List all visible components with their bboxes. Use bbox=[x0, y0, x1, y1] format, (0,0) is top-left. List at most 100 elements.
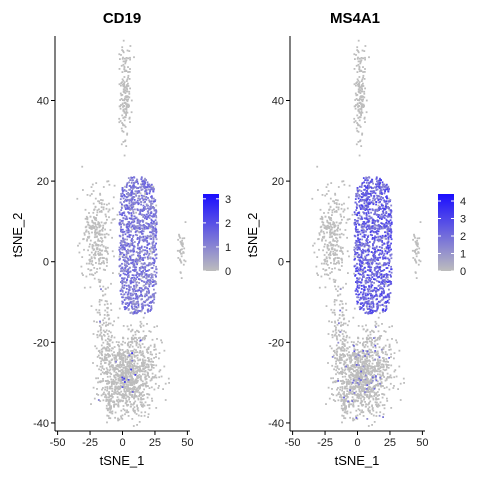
cell-point bbox=[119, 358, 122, 360]
cell-point bbox=[143, 388, 145, 391]
cell-point bbox=[142, 182, 144, 185]
cell-point bbox=[316, 272, 318, 275]
cell-point bbox=[119, 219, 121, 221]
cell-point bbox=[339, 347, 342, 350]
cell-point bbox=[115, 364, 118, 367]
panel-1-y-axis-label: tSNE_2 bbox=[10, 213, 25, 258]
cell-point bbox=[146, 393, 148, 395]
cell-point bbox=[136, 261, 139, 264]
cell-point bbox=[144, 287, 146, 290]
cell-point bbox=[358, 395, 361, 398]
cell-point bbox=[120, 365, 123, 368]
cell-point bbox=[414, 236, 416, 239]
cell-point bbox=[366, 365, 369, 368]
cell-point bbox=[145, 381, 148, 383]
cell-point bbox=[373, 202, 375, 205]
cell-point bbox=[144, 180, 146, 183]
cell-point bbox=[142, 223, 145, 226]
cell-point bbox=[357, 373, 360, 375]
cell-point bbox=[352, 404, 354, 407]
cell-point bbox=[364, 121, 366, 123]
cell-point bbox=[105, 367, 108, 370]
cell-point bbox=[390, 407, 393, 409]
cell-point bbox=[367, 269, 369, 271]
cell-point bbox=[343, 362, 346, 364]
cell-point bbox=[335, 362, 337, 365]
cell-point bbox=[116, 396, 119, 399]
cell-point bbox=[101, 229, 104, 232]
cell-point bbox=[149, 360, 152, 363]
cell-point bbox=[121, 46, 124, 49]
cell-point bbox=[356, 248, 359, 251]
cell-point bbox=[324, 269, 327, 272]
cell-point bbox=[136, 247, 139, 250]
cell-point bbox=[368, 351, 371, 354]
cell-point bbox=[147, 372, 149, 375]
cell-point bbox=[102, 393, 104, 396]
cell-point bbox=[342, 401, 345, 403]
cell-point bbox=[150, 306, 153, 309]
cell-point bbox=[128, 217, 131, 220]
cell-point bbox=[367, 409, 370, 412]
cell-point bbox=[137, 244, 139, 246]
cell-point bbox=[374, 378, 377, 381]
cell-point bbox=[126, 182, 129, 184]
cell-point bbox=[369, 333, 372, 336]
cell-point bbox=[376, 364, 379, 367]
cell-point bbox=[136, 237, 139, 239]
cell-point bbox=[138, 246, 141, 249]
cell-point bbox=[123, 390, 126, 393]
cell-point bbox=[152, 284, 155, 287]
cell-point bbox=[140, 290, 142, 293]
cell-point bbox=[130, 213, 133, 216]
cell-point bbox=[146, 241, 149, 244]
cell-point bbox=[130, 360, 133, 363]
cell-point bbox=[124, 281, 126, 283]
cell-point bbox=[351, 353, 354, 355]
cell-point bbox=[150, 275, 153, 277]
cell-point bbox=[115, 355, 117, 358]
cell-point bbox=[380, 375, 382, 378]
cell-point bbox=[145, 366, 148, 369]
cell-point bbox=[89, 243, 91, 246]
cell-point bbox=[98, 222, 101, 224]
cell-point bbox=[149, 189, 151, 192]
cell-point bbox=[132, 297, 135, 300]
cell-point bbox=[143, 201, 145, 204]
cell-point bbox=[343, 330, 345, 333]
cell-point bbox=[116, 372, 119, 375]
cell-point bbox=[126, 231, 129, 234]
cell-point bbox=[150, 296, 152, 299]
cell-point bbox=[331, 311, 334, 314]
cell-point bbox=[326, 231, 328, 234]
cell-point bbox=[101, 350, 104, 353]
cell-point bbox=[364, 341, 367, 343]
cell-point bbox=[107, 396, 110, 399]
cell-point bbox=[102, 399, 105, 402]
cell-point bbox=[104, 339, 107, 342]
cell-point bbox=[362, 385, 364, 388]
cell-point bbox=[130, 368, 132, 371]
cell-point bbox=[106, 386, 109, 388]
cell-point bbox=[360, 57, 363, 59]
cell-point bbox=[122, 50, 124, 52]
cell-point bbox=[417, 251, 420, 253]
cell-point bbox=[141, 404, 144, 407]
cell-point bbox=[87, 221, 90, 224]
cell-point bbox=[331, 334, 334, 336]
cell-point bbox=[335, 288, 337, 291]
cell-point bbox=[120, 193, 122, 195]
cell-point bbox=[356, 396, 359, 399]
cell-point bbox=[375, 396, 377, 399]
cell-point bbox=[132, 353, 135, 356]
cell-point bbox=[333, 311, 336, 314]
cell-point bbox=[362, 378, 365, 381]
cell-point bbox=[137, 203, 140, 206]
cell-point bbox=[131, 340, 133, 343]
cell-point bbox=[140, 291, 142, 294]
cell-point bbox=[344, 372, 347, 374]
cell-point bbox=[100, 380, 102, 383]
cell-point bbox=[141, 227, 143, 230]
cell-point bbox=[120, 385, 122, 387]
cell-point bbox=[148, 273, 151, 276]
